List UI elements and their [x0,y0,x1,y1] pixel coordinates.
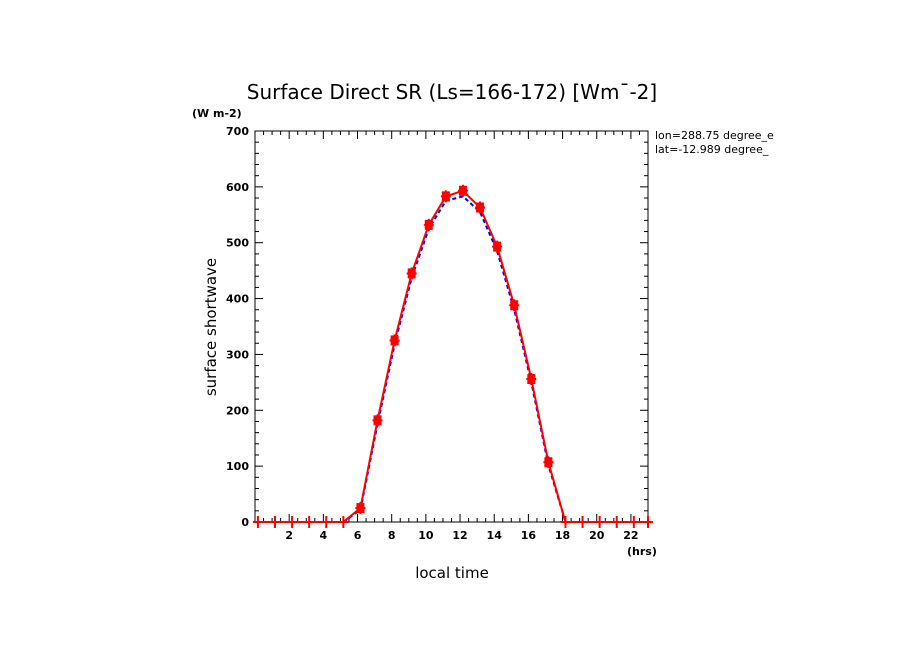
data-point [304,516,315,528]
annotation-clip [779,128,904,160]
marker-box [527,374,536,385]
x-tick-label: 8 [388,529,396,542]
y-tick-label: 100 [226,460,249,473]
data-point [628,516,639,528]
y-tick-label: 0 [241,516,249,529]
data-point [594,516,605,528]
x-tick-label: 4 [320,529,328,542]
data-point [611,516,622,528]
y-tick-label: 700 [226,125,249,138]
x-tick-label: 18 [555,529,570,542]
data-point [509,299,520,312]
x-tick-label: 16 [521,529,537,542]
x-axis-label: local time [415,564,489,582]
data-point [526,373,537,386]
marker-box [441,191,450,202]
marker-box [390,335,399,346]
data-point [389,334,400,347]
annotation-lat: lat=-12.989 degree_ [655,143,769,156]
y-tick-label: 200 [226,404,249,417]
data-point [492,240,503,253]
marker-box [476,202,485,213]
marker-box [493,241,502,252]
marker-box [458,185,467,196]
data-point [338,516,349,528]
data-point [643,516,653,528]
annotation-lon: lon=288.75 degree_e [655,129,774,142]
data-point [252,516,263,528]
marker-box [356,503,365,514]
x-tick-label: 10 [418,529,434,542]
y-axis-label: surface shortwave [202,258,220,396]
data-point [560,516,571,528]
chart-title: Surface Direct SR (Ls=166-172) [Wm¯-2] [247,80,657,104]
x-tick-label: 2 [285,529,293,542]
data-point [457,184,468,197]
y-tick-label: 600 [226,181,249,194]
x-axis-units: (hrs) [627,545,657,558]
data-point [406,267,417,280]
series-line-1 [342,195,567,523]
x-tick-label: 20 [589,529,605,542]
axes: 2 4 6 8 10 12 14 16 18 20 22 0 100 200 300 400 500 600 700 [226,125,649,542]
marker-box [373,415,382,426]
x-tick-label: 14 [487,529,503,542]
marker-box [510,300,519,311]
data-point [321,516,332,528]
plot-frame [254,130,649,523]
data-point [287,516,298,528]
marker-box [424,219,433,230]
data-point [269,516,280,528]
data-point [372,414,383,427]
y-tick-label: 400 [226,293,249,306]
x-tick-label: 6 [354,529,362,542]
series-line-0 [257,189,648,523]
y-tick-label: 300 [226,348,249,361]
marker-box [544,457,553,468]
data-point [355,502,366,515]
x-tick-label: 12 [452,529,467,542]
data-point [543,456,554,469]
y-axis-units: (W m-2) [192,107,242,120]
data-point [440,190,451,203]
data-point [423,218,434,231]
marker-box [407,268,416,279]
series-layer [252,184,653,528]
data-point [577,516,588,528]
y-tick-label: 500 [226,237,249,250]
x-tick-label: 22 [623,529,638,542]
data-point [475,201,486,214]
